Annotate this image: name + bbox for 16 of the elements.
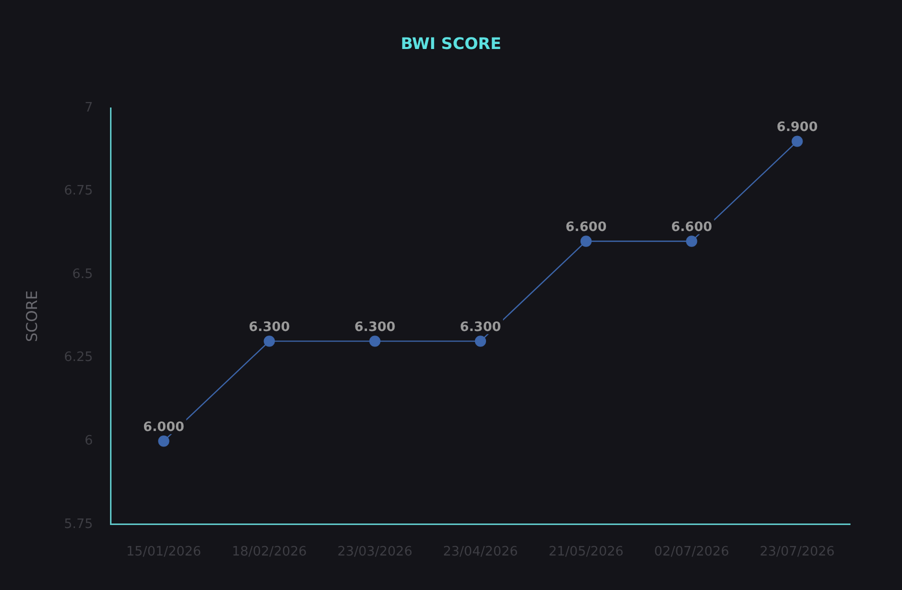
data-label: 6.000 xyxy=(143,420,184,435)
chart-title: BWI SCORE xyxy=(400,34,502,53)
data-label: 6.300 xyxy=(460,320,502,336)
point xyxy=(369,336,380,347)
point xyxy=(474,336,486,347)
data-label: 6.300 xyxy=(354,320,396,336)
point xyxy=(158,436,170,447)
point xyxy=(792,136,803,147)
data-label: 6.600 xyxy=(671,220,712,236)
y-axis-title: SCORE xyxy=(22,290,41,342)
point xyxy=(686,236,698,247)
data-label: 6.900 xyxy=(776,120,818,136)
data-label: 6.300 xyxy=(248,320,290,336)
data-label: 6.600 xyxy=(565,220,607,236)
point xyxy=(580,236,592,247)
point xyxy=(264,336,275,347)
